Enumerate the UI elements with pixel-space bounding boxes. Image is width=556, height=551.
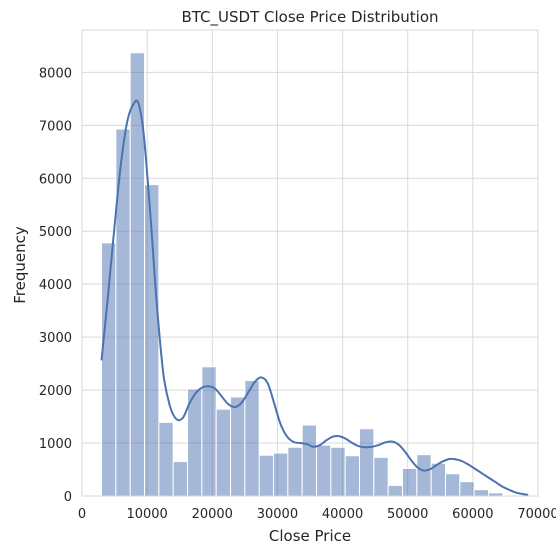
y-tick-label: 4000: [39, 278, 72, 293]
y-tick-label: 7000: [39, 119, 72, 134]
histogram-bar: [317, 445, 331, 496]
histogram-bar: [231, 397, 245, 496]
histogram-bar: [245, 381, 259, 496]
histogram-bar: [331, 447, 345, 496]
y-axis-label: Frequency: [11, 226, 29, 304]
histogram-bar: [474, 490, 488, 496]
y-tick-label: 1000: [39, 437, 72, 452]
histogram-bar: [345, 456, 359, 496]
x-tick-label: 10000: [126, 507, 167, 522]
histogram-bar: [173, 462, 187, 496]
histogram-bar: [302, 425, 316, 496]
chart-title: BTC_USDT Close Price Distribution: [181, 8, 438, 27]
y-tick-label: 2000: [39, 384, 72, 399]
y-tick-label: 5000: [39, 225, 72, 240]
x-tick-label: 30000: [257, 507, 298, 522]
histogram-bar: [216, 409, 230, 496]
histogram-bar: [159, 422, 173, 496]
y-tick-label: 8000: [39, 66, 72, 81]
y-tick-label: 3000: [39, 331, 72, 346]
histogram-bar: [403, 468, 417, 496]
y-tick-label: 0: [64, 490, 72, 505]
histogram-bar: [417, 455, 431, 496]
histogram-bar: [374, 457, 388, 496]
y-tick-labels: 0 1000 2000 3000 4000 5000 6000 7000 8000: [39, 66, 72, 505]
x-tick-label: 20000: [192, 507, 233, 522]
histogram-bar: [259, 455, 273, 496]
x-tick-labels: 0 10000 20000 30000 40000 50000 60000 70000: [78, 507, 556, 522]
x-tick-label: 60000: [452, 507, 493, 522]
x-tick-label: 70000: [517, 507, 556, 522]
histogram-bar: [288, 447, 302, 496]
histogram-bar: [460, 482, 474, 496]
x-tick-label: 40000: [322, 507, 363, 522]
x-tick-label: 0: [78, 507, 86, 522]
y-tick-label: 6000: [39, 172, 72, 187]
histogram-bar: [360, 429, 374, 496]
histogram-bar: [445, 474, 459, 496]
x-tick-label: 50000: [387, 507, 428, 522]
histogram-bar: [388, 485, 402, 496]
histogram-bars: [102, 53, 503, 496]
histogram-bar: [274, 453, 288, 496]
x-axis-label: Close Price: [269, 527, 351, 545]
